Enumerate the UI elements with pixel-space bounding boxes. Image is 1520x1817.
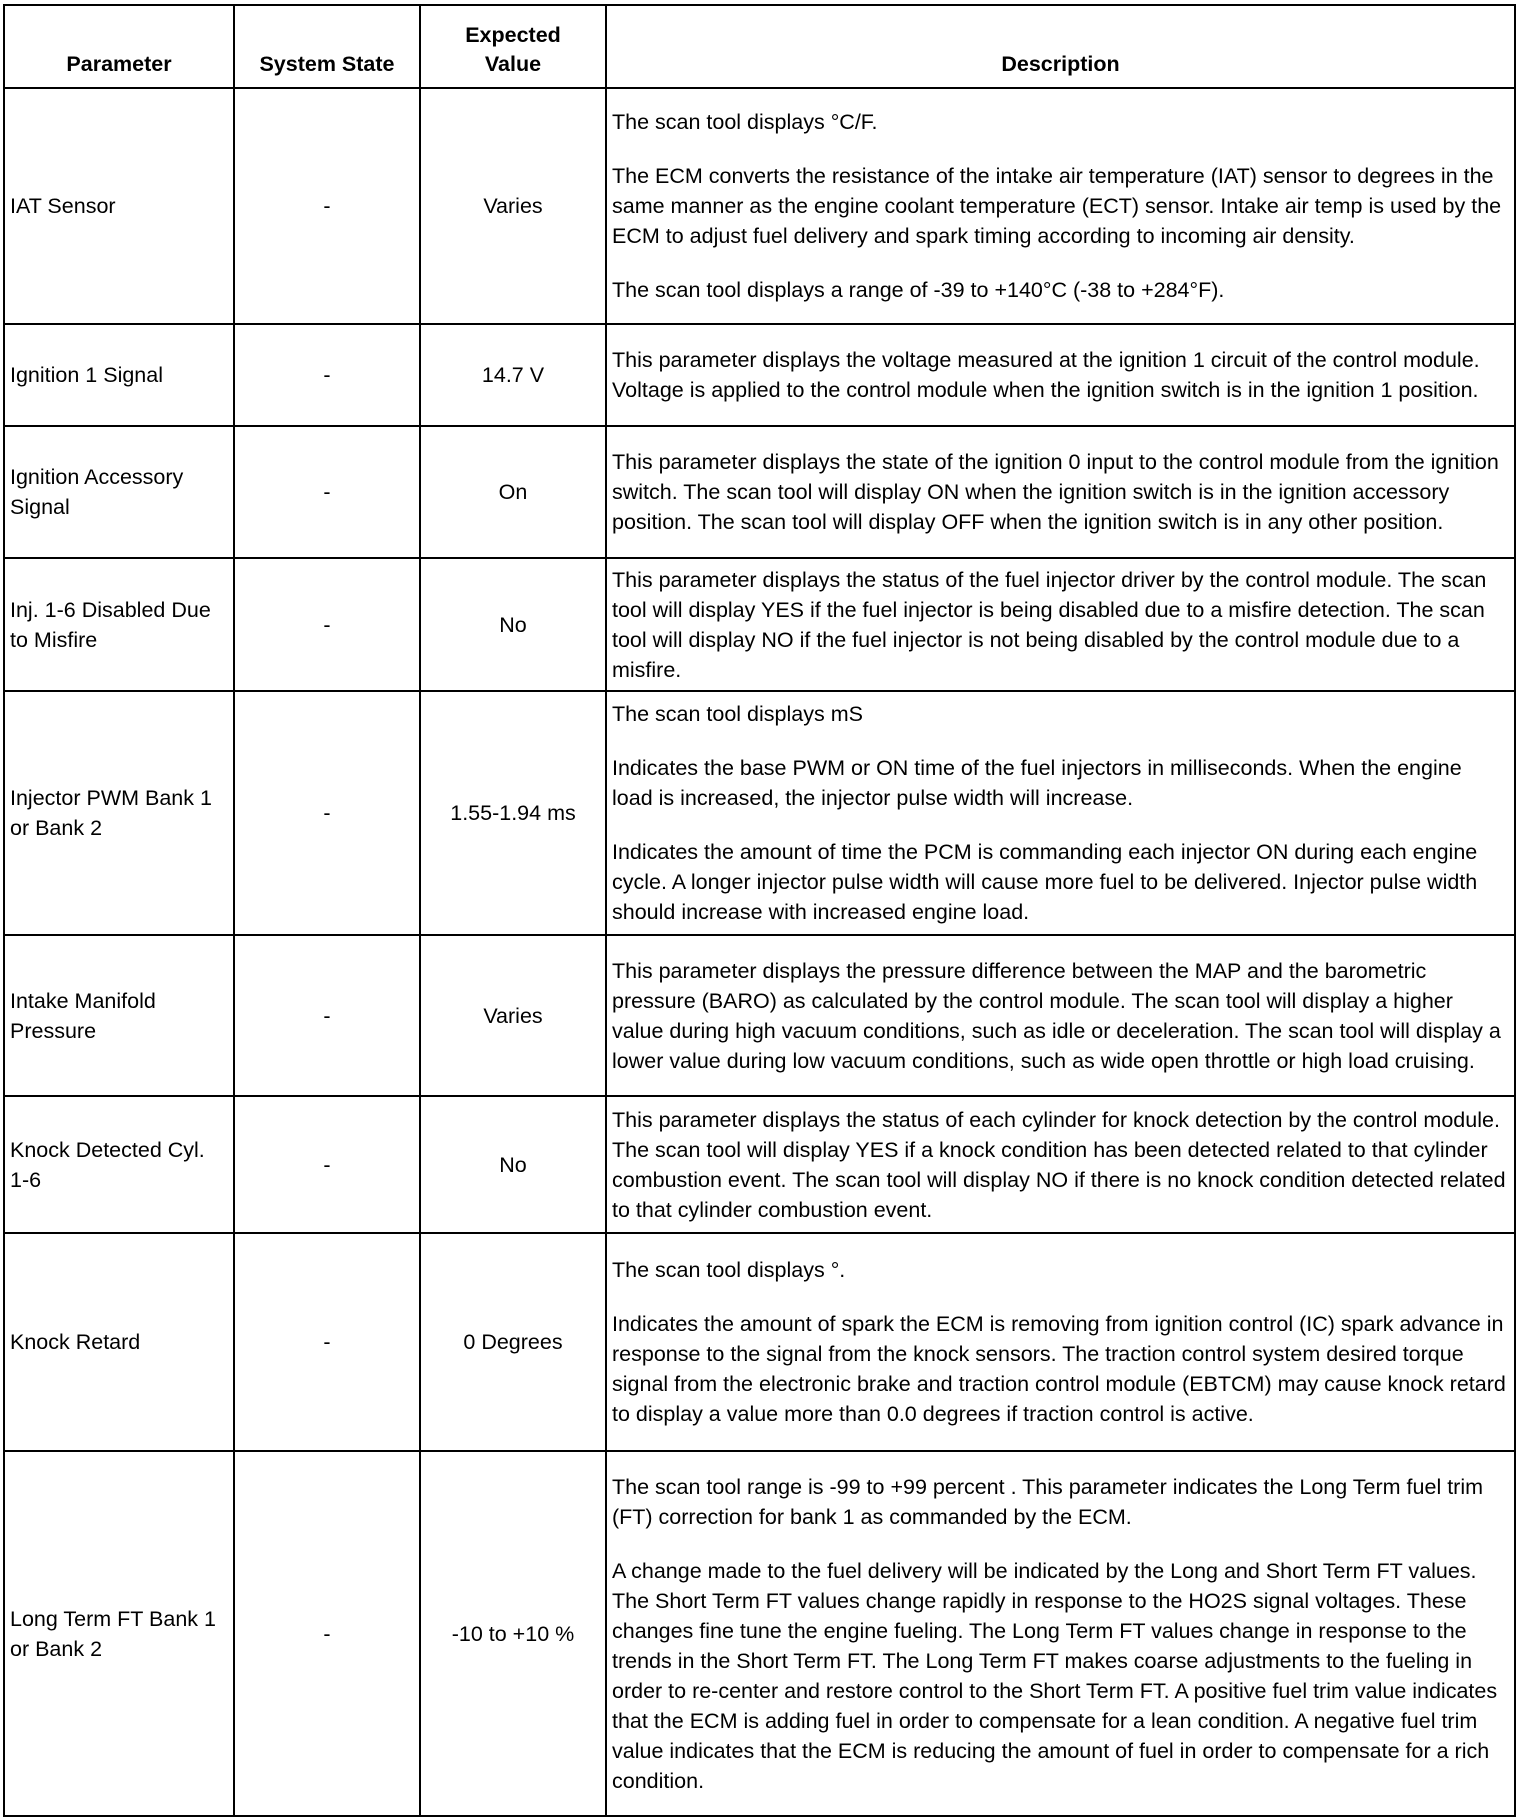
system-state-cell: - [233,1450,421,1817]
description-cell: The scan tool displays °C/F. The ECM conv… [605,87,1516,325]
header-expected-value: Expected Value [419,4,607,89]
table-row: Knock Retard -0 Degrees The scan tool disp… [3,1232,1516,1452]
system-state-cell: - [233,934,421,1097]
system-state-cell: - [233,1095,421,1234]
description-cell: The scan tool range is -99 to +99 percen… [605,1450,1516,1817]
table-row: Long Term FT Bank 1 or Bank 2- -10 to +10… [3,1450,1516,1817]
description-paragraph: Indicates the amount of time the PCM is … [612,840,1478,924]
description-paragraph: Indicates the amount of spark the ECM is… [612,1312,1506,1426]
table-row: Ignition Accessory Signal - On This paramet… [3,425,1516,559]
system-state-cell: - [233,425,421,559]
table-row: Knock Detected Cyl. 1-6- No This parameter… [3,1095,1516,1234]
parameter-table: Parameter System State Expected Value De… [3,4,1516,1817]
expected-value-cell: 14.7 V [419,323,607,427]
description-paragraph: This parameter displays the status of th… [612,567,1487,682]
table-row: Injector PWM Bank 1 or Bank 2-1.55-1.94 … [3,690,1516,936]
table-row: Inj. 1-6 Disabled Due to Misfire - No This … [3,557,1516,692]
description-cell: This parameter displays the pressure dif… [605,934,1516,1097]
description-cell: The scan tool displays mS Indicates the b… [605,690,1516,936]
description-cell: This parameter displays the status of ea… [605,1095,1516,1234]
header-row: Parameter System State Expected Value De… [3,4,1516,89]
parameter-cell: Injector PWM Bank 1 or Bank 2 [3,690,235,936]
description-paragraph: This parameter displays the voltage meas… [612,348,1480,402]
expected-value-cell: On [419,425,607,559]
table-row: Intake Manifold Pressure - Varies This para… [3,934,1516,1097]
parameter-cell: Intake Manifold Pressure [3,934,235,1097]
parameter-cell: IAT Sensor [3,87,235,325]
header-description: Description [605,4,1516,89]
system-state-cell: - [233,323,421,427]
expected-value-cell: No [419,557,607,692]
description-paragraph: The ECM converts the resistance of the i… [612,164,1502,248]
header-parameter: Parameter [3,4,235,89]
header-system-state: System State [233,4,421,89]
system-state-cell: - [233,557,421,692]
description-paragraph: The scan tool displays a range of -39 to… [612,278,1225,302]
parameter-cell: Knock Retard [3,1232,235,1452]
expected-value-cell: Varies [419,87,607,325]
parameter-cell: Ignition Accessory Signal [3,425,235,559]
description-paragraph: The scan tool displays mS [612,702,863,726]
expected-value-cell: No [419,1095,607,1234]
expected-value-cell: 1.55-1.94 ms [419,690,607,936]
table-row: IAT Sensor - Varies The scan tool displays … [3,87,1516,325]
description-paragraph: A change made to the fuel delivery will … [612,1558,1498,1793]
system-state-cell: - [233,87,421,325]
expected-value-cell: -10 to +10 % [419,1450,607,1817]
description-paragraph: This parameter displays the status of ea… [612,1107,1506,1222]
description-paragraph: The scan tool displays °C/F. [612,110,878,134]
expected-value-cell: Varies [419,934,607,1097]
parameter-cell: Ignition 1 Signal [3,323,235,427]
description-cell: This parameter displays the state of the… [605,425,1516,559]
parameter-cell: Long Term FT Bank 1 or Bank 2 [3,1450,235,1817]
table-row: Ignition 1 Signal -14.7 V This parameter d… [3,323,1516,427]
system-state-cell: - [233,1232,421,1452]
parameter-cell: Knock Detected Cyl. 1-6 [3,1095,235,1234]
description-cell: This parameter displays the status of th… [605,557,1516,692]
description-paragraph: Indicates the base PWM or ON time of the… [612,756,1462,810]
system-state-cell: - [233,690,421,936]
description-paragraph: The scan tool displays °. [612,1258,846,1282]
parameter-cell: Inj. 1-6 Disabled Due to Misfire [3,557,235,692]
description-paragraph: The scan tool range is -99 to +99 percen… [612,1474,1484,1529]
description-cell: The scan tool displays °. Indicates the a… [605,1232,1516,1452]
description-paragraph: This parameter displays the state of the… [612,450,1499,534]
description-cell: This parameter displays the voltage meas… [605,323,1516,427]
expected-value-cell: 0 Degrees [419,1232,607,1452]
description-paragraph: This parameter displays the pressure dif… [612,958,1501,1073]
